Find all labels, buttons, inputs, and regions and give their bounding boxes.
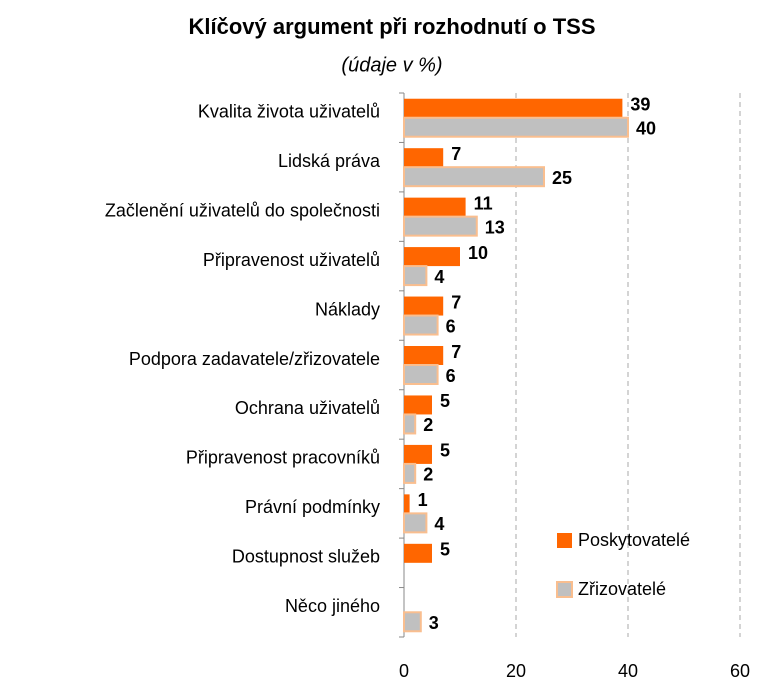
bar [403, 512, 428, 534]
value-label: 25 [552, 168, 572, 188]
legend-swatch [557, 533, 572, 548]
value-label: 2 [423, 415, 433, 435]
y-tick-label: Právní podmínky [245, 497, 380, 517]
value-label: 11 [474, 193, 493, 213]
value-label: 6 [446, 316, 456, 336]
legend-label: Poskytovatelé [578, 530, 690, 550]
bar [403, 413, 417, 435]
y-tick-label: Náklady [315, 299, 380, 319]
bar [404, 494, 410, 514]
bar [403, 611, 422, 633]
value-label: 5 [440, 441, 450, 461]
x-tick-label: 20 [506, 661, 526, 681]
value-label: 4 [434, 267, 444, 287]
y-tick-label: Lidská práva [278, 151, 381, 171]
y-tick-label: Ochrana uživatelů [235, 398, 380, 418]
value-label: 10 [468, 243, 488, 263]
y-tick-label: Připravenost pracovníků [186, 448, 380, 468]
x-tick-label: 60 [730, 661, 750, 681]
y-tick-label: Začlenění uživatelů do společnosti [105, 200, 380, 220]
bar [404, 346, 444, 365]
bar [404, 247, 460, 267]
value-label: 7 [451, 144, 461, 164]
value-label: 7 [451, 292, 461, 312]
bar [404, 444, 432, 464]
value-label: 6 [446, 366, 456, 386]
chart-subtitle: (údaje v %) [341, 54, 442, 76]
bar [404, 395, 432, 415]
y-tick-label: Připravenost uživatelů [203, 250, 380, 270]
bar [403, 166, 545, 188]
bar [403, 364, 439, 385]
value-label: 13 [485, 217, 505, 237]
value-label: 2 [423, 465, 433, 485]
value-label: 5 [440, 391, 450, 411]
bar [404, 296, 444, 316]
bar [404, 148, 444, 168]
bar [403, 265, 428, 287]
y-tick-label: Kvalita života uživatelů [198, 101, 380, 121]
bar [404, 98, 623, 118]
value-label: 5 [440, 540, 450, 560]
x-tick-label: 40 [618, 661, 638, 681]
bar [403, 314, 439, 336]
bar [403, 215, 478, 237]
x-tick-label: 0 [399, 661, 409, 681]
legend-swatch [556, 581, 573, 598]
y-tick-label: Něco jiného [285, 596, 380, 616]
legend-label: Zřizovatelé [578, 579, 666, 599]
value-label: 40 [636, 118, 656, 138]
value-label: 7 [451, 342, 461, 362]
value-label: 1 [418, 490, 428, 510]
bar [403, 116, 629, 138]
value-label: 3 [429, 613, 439, 633]
bar [404, 197, 466, 217]
value-label: 39 [630, 94, 650, 114]
bar [404, 543, 432, 563]
chart-title: Klíčový argument při rozhodnutí o TSS [188, 14, 595, 39]
bar [403, 462, 417, 484]
y-tick-label: Dostupnost služeb [232, 547, 380, 567]
y-tick-label: Podpora zadavatele/zřizovatele [129, 349, 380, 369]
value-label: 4 [434, 514, 444, 534]
